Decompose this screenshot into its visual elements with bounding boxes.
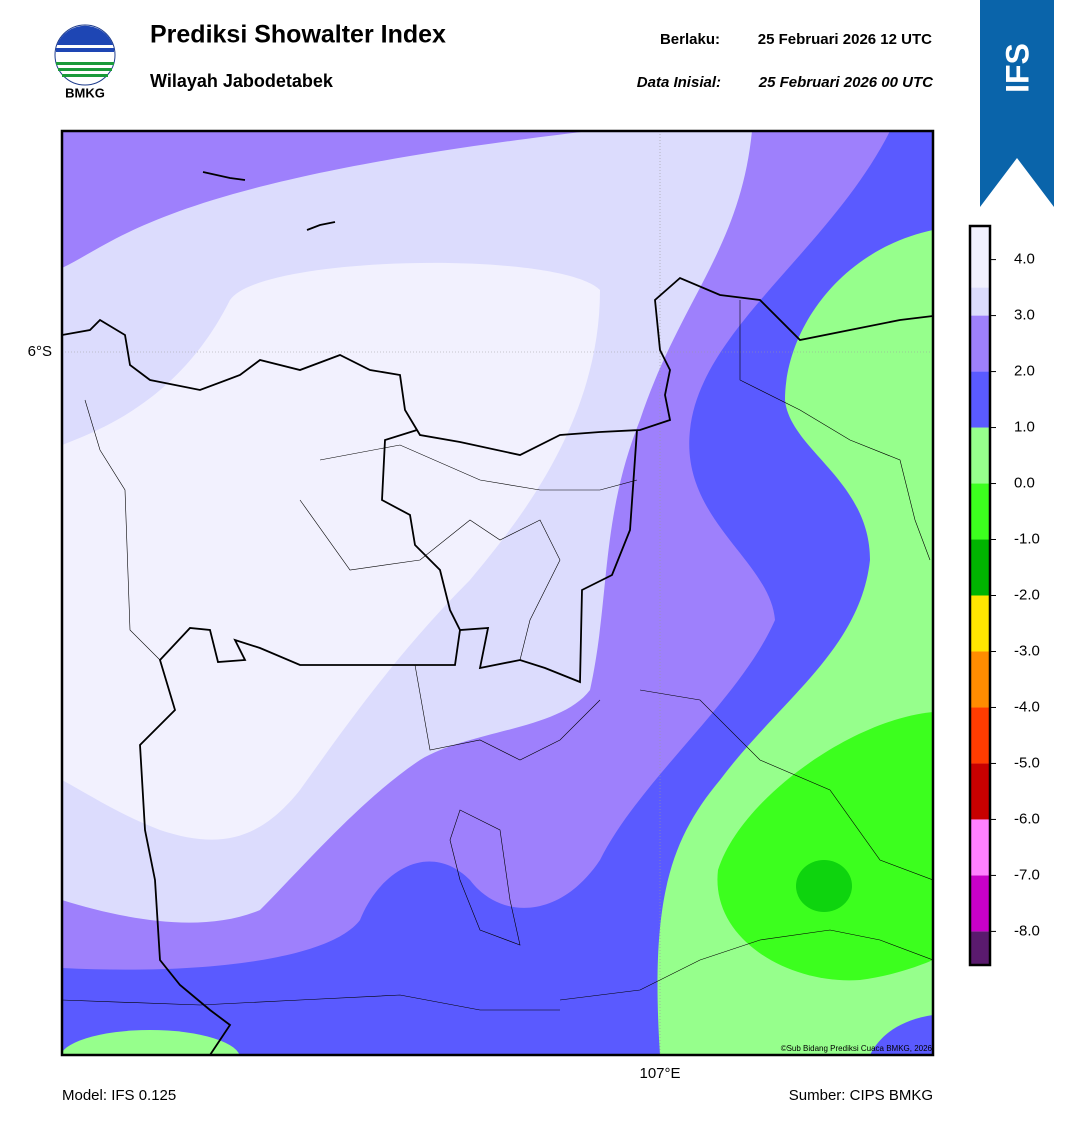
colorbar-tick-label: -2.0 [1014, 586, 1040, 603]
credit: ©Sub Bidang Prediksi Cuaca BMKG, 2026 [781, 1044, 933, 1053]
colorbar: 4.0 3.0 2.0 1.0 0.0 -1.0 -2.0 -3.0 -4.0 -5.0 -6.0 -… [968, 224, 1040, 967]
colorbar-segment [970, 483, 990, 540]
colorbar-segment [970, 931, 990, 965]
colorbar-tick-label: -7.0 [1014, 866, 1040, 883]
logo: BMKG [54, 24, 116, 100]
logo-text: BMKG [65, 85, 105, 100]
init-value: 25 Februari 2026 00 UTC [758, 74, 934, 91]
colorbar-tick-label: -6.0 [1014, 810, 1040, 827]
colorbar-segment [970, 226, 990, 288]
colorbar-segment [970, 819, 990, 876]
colorbar-segment [970, 707, 990, 764]
badge [980, 0, 1054, 207]
colorbar-segment [970, 315, 990, 372]
colorbar-tick-label: 0.0 [1014, 474, 1035, 491]
map-frame [60, 129, 935, 1057]
map [62, 131, 933, 1055]
colorbar-segment [970, 287, 990, 316]
colorbar-tick-label: 1.0 [1014, 419, 1035, 436]
colorbar-segment [970, 763, 990, 820]
valid-value: 25 Februari 2026 12 UTC [758, 31, 932, 48]
colorbar-tick-label: 2.0 [1014, 363, 1035, 380]
colorbar-tick-label: -5.0 [1014, 754, 1040, 771]
colorbar-segment [970, 371, 990, 428]
colorbar-tick-label: 3.0 [1014, 307, 1035, 324]
init-label: Data Inisial: [637, 74, 721, 91]
colorbar-segment [970, 651, 990, 708]
colorbar-tick-label: -8.0 [1014, 922, 1040, 939]
colorbar-segment [970, 875, 990, 932]
colorbar-tick-label: -1.0 [1014, 530, 1040, 547]
lat-label: 6°S [28, 343, 52, 360]
colorbar-tick-label: 4.0 [1014, 251, 1035, 268]
badge-text: IFS [999, 43, 1035, 93]
colorbar-segment [970, 539, 990, 596]
subtitle: Wilayah Jabodetabek [150, 71, 334, 91]
colorbar-tick-label: -3.0 [1014, 642, 1040, 659]
title: Prediksi Showalter Index [150, 21, 446, 49]
colorbar-tick-label: -4.0 [1014, 698, 1040, 715]
lon-label: 107°E [639, 1065, 680, 1082]
model: Model: IFS 0.125 [62, 1087, 176, 1104]
colorbar-segment [970, 427, 990, 484]
valid-label: Berlaku: [660, 31, 720, 48]
colorbar-segment [970, 595, 990, 652]
source: Sumber: CIPS BMKG [789, 1087, 933, 1104]
